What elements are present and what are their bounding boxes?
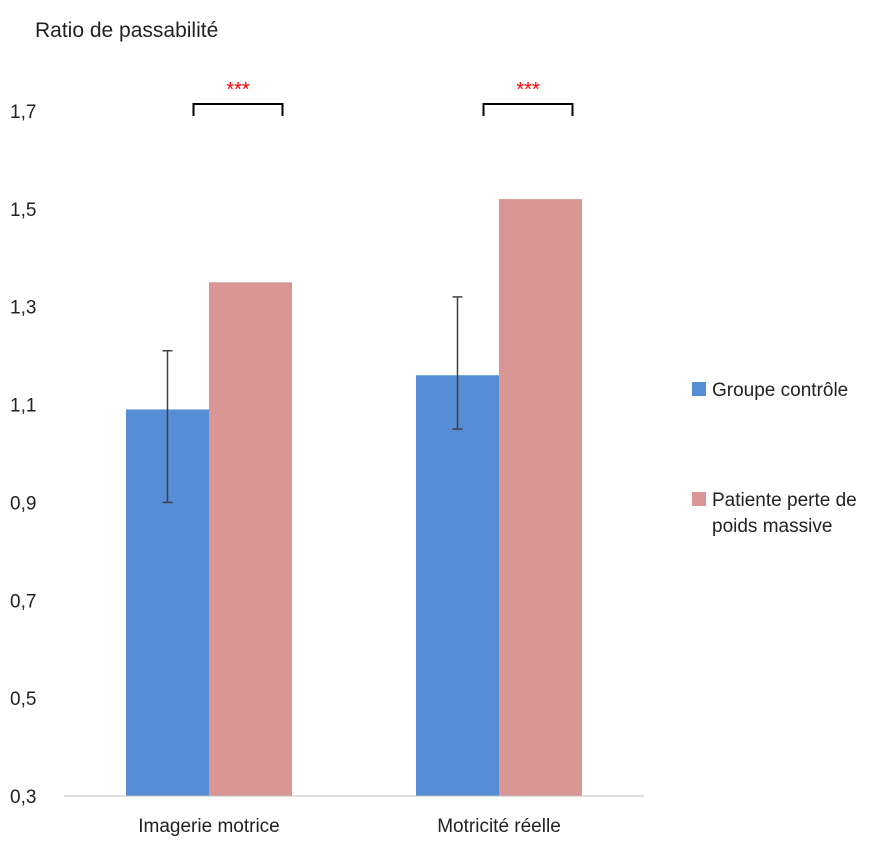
legend: Groupe contrôle Patiente perte de poids ma… xyxy=(692,380,857,537)
bar-patient-2 xyxy=(499,199,582,797)
significance-annotations: *** *** xyxy=(192,79,574,116)
bars xyxy=(126,199,582,797)
y-axis-ticks: 0,3 0,5 0,7 0,9 1,1 1,3 1,5 1,7 xyxy=(10,102,36,808)
y-axis-title: Ratio de passabilité xyxy=(35,19,218,42)
y-tick-label: 0,7 xyxy=(10,591,36,612)
y-tick-label: 1,5 xyxy=(10,200,36,221)
y-tick-label: 1,1 xyxy=(10,396,36,417)
legend-label-line: poids massive xyxy=(712,516,832,537)
legend-label-line: Patiente perte de xyxy=(712,490,857,511)
y-tick-label: 0,9 xyxy=(10,493,36,514)
error-bars xyxy=(162,296,463,504)
x-axis-labels: Imagerie motrice Motricité réelle xyxy=(138,816,561,837)
legend-swatch-1 xyxy=(692,382,706,396)
y-tick-label: 1,3 xyxy=(10,298,36,319)
significance-bracket xyxy=(482,103,574,116)
y-tick-label: 0,3 xyxy=(10,787,36,808)
x-tick-label: Imagerie motrice xyxy=(138,816,280,836)
x-tick-label: Motricité réelle xyxy=(437,816,561,836)
significance-stars: *** xyxy=(226,79,250,101)
bar-patient-1 xyxy=(209,282,292,796)
y-tick-label: 1,7 xyxy=(10,102,36,123)
legend-label-2: Patiente perte de poids massive xyxy=(712,490,857,537)
y-tick-label: 0,5 xyxy=(10,689,36,710)
bar-control-2 xyxy=(416,375,499,796)
significance-bracket xyxy=(192,103,284,116)
legend-swatch-2 xyxy=(692,492,706,506)
significance-stars: *** xyxy=(516,79,540,101)
legend-label-1: Groupe contrôle xyxy=(712,380,848,401)
